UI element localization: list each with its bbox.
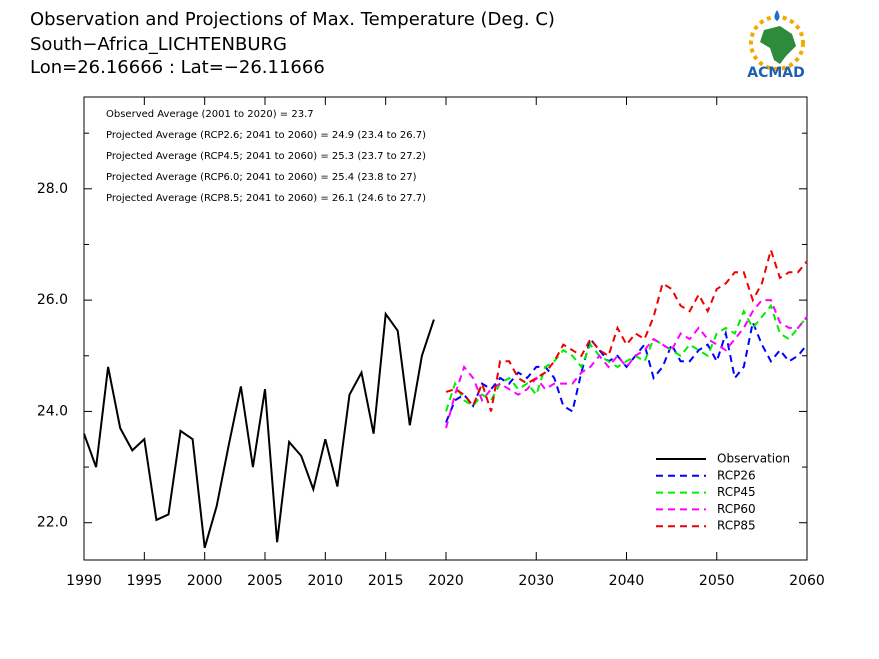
chart-subtitle: South−Africa_LICHTENBURG (30, 34, 287, 55)
legend-label: RCP26 (717, 468, 756, 482)
x-tick-label: 1995 (127, 573, 163, 589)
legend-label: RCP45 (717, 485, 756, 499)
series-line (445, 303, 808, 412)
x-tick-label: 2020 (428, 573, 464, 589)
y-tick-label: 22.0 (37, 515, 68, 531)
y-tick-label: 28.0 (37, 181, 68, 197)
logo: ACMAD (747, 10, 805, 81)
y-tick-label: 26.0 (37, 292, 68, 308)
chart-subtitle: Lon=26.16666 : Lat=−26.11666 (30, 57, 325, 78)
x-tick-label: 2030 (518, 573, 554, 589)
annotation: Projected Average (RCP4.5; 2041 to 2060)… (106, 151, 426, 162)
logo-africa (760, 26, 796, 64)
logo-drop (774, 10, 780, 21)
annotation: Observed Average (2001 to 2020) = 23.7 (106, 109, 314, 120)
chart-title: Observation and Projections of Max. Temp… (30, 9, 555, 30)
annotation: Projected Average (RCP2.6; 2041 to 2060)… (106, 130, 426, 141)
x-tick-label: 2010 (308, 573, 344, 589)
x-tick-label: 2050 (699, 573, 735, 589)
y-tick-label: 24.0 (37, 403, 68, 419)
x-tick-label: 2060 (789, 573, 825, 589)
legend-label: Observation (717, 452, 790, 466)
series-line (83, 311, 435, 549)
series-line (445, 299, 808, 429)
series-line (445, 318, 808, 423)
legend-label: RCP85 (717, 519, 756, 533)
x-tick-label: 2015 (368, 573, 404, 589)
annotation: Projected Average (RCP6.0; 2041 to 2060)… (106, 172, 417, 183)
annotation: Projected Average (RCP8.5; 2041 to 2060)… (106, 193, 426, 204)
legend-label: RCP60 (717, 502, 756, 516)
series-line (445, 246, 808, 412)
x-tick-label: 2000 (187, 573, 223, 589)
x-tick-label: 1990 (66, 573, 102, 589)
logo-text: ACMAD (747, 65, 805, 81)
x-tick-label: 2040 (609, 573, 645, 589)
x-tick-label: 2005 (247, 573, 283, 589)
